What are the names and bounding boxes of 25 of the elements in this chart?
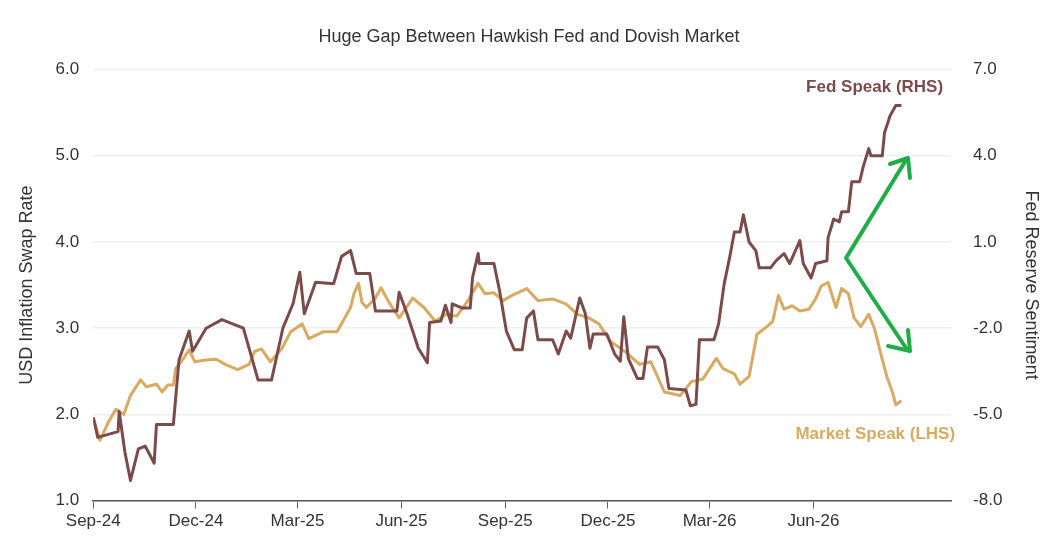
y-tick-label: 2.0 <box>55 404 80 424</box>
y-tick-label: 4.0 <box>55 231 80 251</box>
y2-tick-label: -5.0 <box>973 404 1003 424</box>
y-tick-label: 3.0 <box>55 317 80 337</box>
x-tick-label: Jun-26 <box>787 511 840 531</box>
y-axis-title: USD Inflation Swap Rate <box>15 185 36 385</box>
x-tick-label: Dec-25 <box>580 511 636 531</box>
series-label: Fed Speak (RHS) <box>806 76 944 96</box>
x-tick-label: Jun-25 <box>375 511 428 531</box>
y2-tick-label: -2.0 <box>973 317 1003 337</box>
y2-tick-label: 7.0 <box>973 59 997 79</box>
y2-tick-label: 4.0 <box>973 145 997 165</box>
y-tick-label: 1.0 <box>55 490 80 510</box>
x-tick-label: Mar-25 <box>270 511 325 531</box>
text: Market Speak (LHS) <box>795 423 956 443</box>
y2-axis-title: Fed Reserve Sentiment <box>1022 190 1043 380</box>
y-tick-label: 6.0 <box>55 59 80 79</box>
x-tick-label: Sep-25 <box>477 511 533 531</box>
chart-title: Huge Gap Between Hawkish Fed and Dovish Market <box>318 25 740 46</box>
x-tick-label: Dec-24 <box>168 511 224 531</box>
y2-tick-label: 1.0 <box>973 231 997 251</box>
y2-tick-label: -8.0 <box>973 490 1003 510</box>
y-tick-label: 5.0 <box>55 145 80 165</box>
x-tick-label: Mar-26 <box>682 511 737 531</box>
x-tick-label: Sep-24 <box>65 511 121 531</box>
